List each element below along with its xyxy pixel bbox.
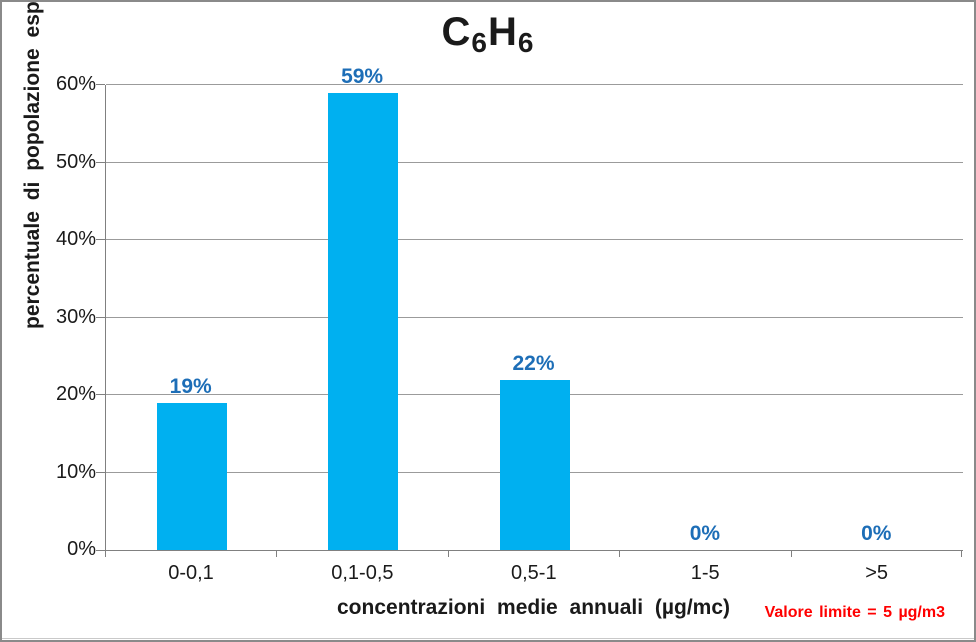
bar-value-label: 59% bbox=[341, 64, 384, 88]
gridline bbox=[106, 84, 963, 85]
bar-value-label: 22% bbox=[512, 351, 555, 375]
bar-value-label: 0% bbox=[689, 522, 721, 545]
x-category-label: 0-0,1 bbox=[168, 562, 214, 584]
x-tick-mark bbox=[961, 551, 962, 557]
limit-annotation: Valore limite = 5 µg/m3 bbox=[764, 604, 945, 621]
y-tick-mark bbox=[96, 550, 105, 551]
y-tick-mark bbox=[96, 394, 105, 395]
gridline bbox=[106, 316, 963, 318]
gridline bbox=[106, 161, 963, 163]
chart-title-main: C bbox=[441, 10, 472, 54]
y-tick-mark bbox=[96, 316, 105, 318]
y-tick-label: 0% bbox=[67, 538, 96, 560]
x-tick-mark bbox=[790, 551, 792, 557]
y-tick-mark bbox=[96, 239, 105, 240]
y-tick-label: 20% bbox=[55, 383, 96, 405]
x-axis-title: concentrazioni medie annuali (µg/mc) bbox=[337, 596, 730, 619]
bar-value-label: 19% bbox=[169, 374, 212, 398]
x-tick-mark bbox=[276, 551, 278, 557]
bar bbox=[499, 379, 570, 550]
gridline bbox=[106, 239, 963, 240]
x-tick-mark bbox=[447, 551, 449, 557]
x-tick-mark bbox=[105, 551, 106, 557]
x-tick-mark bbox=[619, 551, 621, 557]
bar bbox=[156, 402, 227, 550]
x-category-label: 0,5-1 bbox=[511, 562, 557, 584]
chart-title-subscript: 6 bbox=[517, 27, 535, 58]
y-tick-mark bbox=[96, 161, 105, 163]
bar-value-label: 0% bbox=[861, 522, 892, 545]
y-tick-label: 40% bbox=[55, 228, 96, 250]
x-category-label: >5 bbox=[865, 562, 888, 584]
chart-title: C6H6 bbox=[2, 10, 974, 59]
y-tick-label: 50% bbox=[55, 150, 96, 173]
y-tick-label: 60% bbox=[55, 73, 96, 95]
x-category-label: 0,1-0,5 bbox=[331, 562, 394, 584]
chart-title-main: H bbox=[488, 10, 518, 54]
plot-area bbox=[105, 84, 963, 551]
bar bbox=[328, 92, 399, 550]
y-tick-mark bbox=[96, 84, 105, 85]
chart-title-subscript: 6 bbox=[471, 27, 488, 58]
y-tick-label: 10% bbox=[55, 460, 96, 483]
x-category-label: 1-5 bbox=[690, 562, 720, 584]
y-tick-label: 30% bbox=[55, 305, 96, 328]
y-tick-mark bbox=[96, 471, 105, 473]
